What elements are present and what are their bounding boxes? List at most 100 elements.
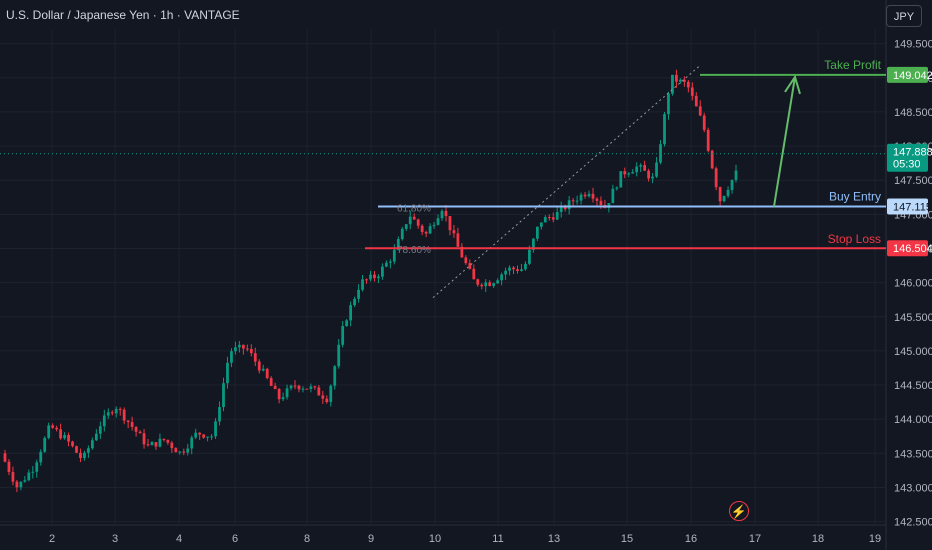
candle-body — [170, 442, 174, 449]
candle-body — [174, 448, 178, 453]
candle-body — [484, 282, 488, 287]
candle-body — [67, 435, 70, 442]
candle-body — [150, 442, 154, 446]
candle-body — [142, 433, 146, 445]
candle-body — [381, 266, 384, 277]
candle-body — [277, 389, 281, 400]
candle-body — [448, 216, 452, 231]
buy-entry-price-tag: 147.115 — [893, 201, 932, 213]
candle-body — [512, 267, 515, 270]
candle-body — [118, 408, 122, 410]
candle-body — [726, 189, 730, 196]
candle-body — [357, 289, 360, 299]
y-tick-label: 143.500 — [894, 448, 932, 460]
candle-body — [234, 347, 237, 352]
candle-body — [385, 262, 388, 267]
x-tick-label: 17 — [749, 533, 761, 545]
stop-loss-label: Stop Loss — [828, 232, 881, 246]
x-tick-label: 18 — [812, 533, 824, 545]
candle-body — [305, 388, 309, 390]
candle-body — [444, 210, 448, 217]
candle-body — [218, 407, 221, 422]
candle-body — [59, 429, 62, 439]
candle-body — [39, 451, 43, 463]
grid — [0, 0, 887, 550]
candle-body — [718, 187, 722, 202]
candle-body — [365, 279, 368, 281]
candle-body — [289, 385, 293, 389]
x-tick-label: 4 — [176, 533, 182, 545]
candle-body — [265, 368, 269, 379]
candle-body — [369, 274, 372, 280]
candle-body — [353, 298, 356, 306]
candle-body — [19, 481, 23, 488]
candle-body — [317, 387, 321, 396]
candle-body — [301, 388, 305, 390]
y-axis[interactable]: 149.500149.000148.500148.000147.500147.0… — [887, 39, 932, 529]
candle-body — [241, 344, 245, 349]
candle-body — [575, 200, 579, 202]
candle-body — [7, 461, 11, 473]
candle-body — [202, 434, 206, 438]
candle-body — [516, 269, 519, 271]
candle-body — [341, 326, 345, 345]
candle-body — [63, 435, 66, 439]
candle-body — [694, 95, 698, 107]
x-tick-label: 3 — [112, 533, 118, 545]
candle-body — [377, 276, 380, 279]
candle-body — [567, 200, 571, 210]
candle-body — [611, 188, 615, 204]
candle-body — [11, 472, 15, 482]
x-tick-label: 9 — [368, 533, 374, 545]
candle-body — [75, 446, 78, 453]
lightning-icon[interactable]: ⚡ — [729, 501, 749, 521]
candle-body — [55, 427, 59, 430]
candle-body — [647, 170, 650, 179]
x-axis[interactable]: 2 3 4 6 8 9 10 11 13 15 16 17 18 19 — [49, 533, 881, 545]
last-price-tag-bg — [887, 143, 928, 172]
currency-button[interactable]: JPY — [886, 5, 922, 27]
candle-body — [412, 216, 416, 220]
candle-body — [178, 451, 182, 453]
candle-body — [15, 481, 19, 488]
candle-body — [420, 225, 424, 232]
candle-body — [110, 412, 114, 414]
candle-body — [623, 171, 627, 175]
candle-body — [293, 385, 297, 387]
candle-body — [559, 206, 563, 212]
candle-body — [655, 162, 658, 177]
stop-loss-price-tag: 146.504 — [893, 243, 932, 255]
y-tick-label: 142.500 — [894, 517, 932, 529]
candle-body — [87, 448, 90, 453]
candle-body — [166, 439, 170, 443]
candle-body — [488, 282, 492, 286]
candle-body — [587, 193, 591, 197]
y-tick-label: 145.500 — [894, 312, 932, 324]
candle-body — [679, 79, 682, 82]
x-tick-label: 8 — [304, 533, 310, 545]
candle-body — [436, 218, 440, 225]
candle-body — [663, 114, 666, 145]
candle-body — [373, 274, 376, 279]
candle-body — [539, 222, 543, 227]
candle-body — [43, 437, 47, 452]
candle-body — [686, 81, 690, 88]
candle-body — [257, 361, 261, 371]
drawing-layer[interactable]: 61.80% 78.60% Take Profit Buy Entry Stop Los… — [0, 58, 886, 299]
candle-body — [122, 409, 126, 421]
symbol-title[interactable]: U.S. Dollar / Japanese Yen · 1h · VANTAG… — [6, 8, 240, 22]
candle-body — [158, 438, 162, 447]
candle-body — [285, 388, 289, 398]
candle-body — [675, 74, 678, 82]
candle-body — [532, 238, 535, 250]
candle-body — [146, 444, 150, 446]
x-tick-label: 11 — [492, 533, 503, 545]
x-tick-label: 16 — [685, 533, 697, 545]
y-tick-label: 146.000 — [894, 278, 932, 290]
candle-body — [297, 385, 301, 390]
candles — [3, 69, 738, 493]
candle-body — [337, 344, 341, 367]
candle-body — [404, 224, 408, 229]
candle-body — [230, 351, 233, 363]
